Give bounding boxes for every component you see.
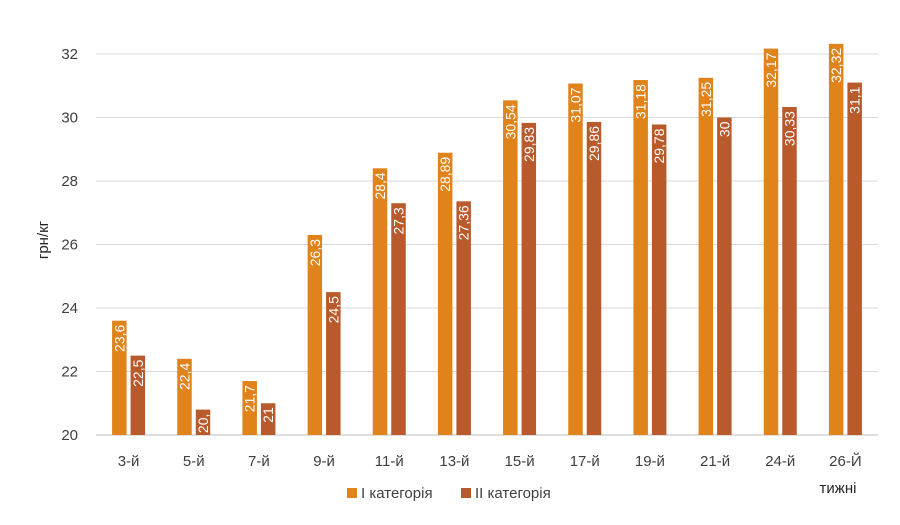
x-tick-label: 15-й: [505, 453, 535, 470]
x-tick-label: 17-й: [570, 453, 600, 470]
legend-label-category-2: ІІ категорія: [475, 485, 551, 502]
data-label: 26,3: [307, 239, 323, 266]
data-label: 30,54: [502, 104, 518, 139]
data-label: 21: [260, 407, 276, 423]
data-label: 22,5: [130, 359, 146, 386]
x-tick-label: 3-й: [118, 453, 140, 470]
data-label: 31,1: [847, 86, 863, 113]
bar-category-2: [717, 117, 732, 435]
data-label: 31,18: [633, 84, 649, 119]
bar-category-2: [260, 403, 276, 435]
legend: І категорія ІІ категорія: [347, 485, 551, 502]
bar-category-2: [847, 82, 862, 435]
data-label: 24,5: [325, 296, 341, 323]
bar-category-2: [651, 124, 667, 436]
legend-label-category-1: І категорія: [361, 485, 433, 502]
bar-category-2: [456, 201, 471, 435]
bar-category-1: [372, 168, 388, 436]
x-tick-label: 26-Й: [829, 452, 861, 470]
x-tick-label: 11-й: [375, 453, 404, 470]
legend-swatch-category-1: [347, 488, 357, 498]
data-label: 29,86: [586, 126, 602, 161]
data-labels: 23,622,5 22,4 20, 21,721 26,3 24,5 28,427,3 28,…: [111, 48, 862, 433]
data-label: 28,4: [372, 172, 388, 199]
bar-category-1: [177, 358, 192, 435]
data-label: 22,4: [177, 363, 193, 390]
bar-category-1: [698, 77, 714, 435]
data-label: 32,17: [763, 52, 779, 87]
x-tick-label: 9-й: [313, 453, 335, 470]
bar-category-2: [391, 203, 406, 435]
y-tick-label: 32: [61, 46, 78, 63]
y-tick-label: 26: [61, 237, 78, 254]
x-tick-label: 19-й: [635, 453, 665, 470]
y-tick-label: 30: [61, 110, 78, 127]
y-tick-label: 22: [61, 364, 78, 381]
data-label: 20,: [195, 414, 211, 433]
x-axis-ticks: 3-й 5-й 7-й 9-й 11-й 13-й 15-й 17-й 19-й 21-й 24-й…: [118, 452, 862, 470]
legend-swatch-category-2: [461, 488, 471, 498]
bar-category-2: [195, 409, 211, 435]
data-label: 23,6: [111, 324, 127, 351]
data-label: 30: [716, 121, 732, 137]
data-label: 32,32: [828, 48, 844, 83]
bar-category-1: [437, 152, 453, 435]
data-label: 27,36: [456, 205, 472, 240]
bar-category-1: [828, 43, 844, 436]
bars: [112, 43, 862, 436]
bar-category-2: [521, 122, 537, 436]
data-label: 21,7: [242, 385, 258, 412]
bar-category-2: [586, 121, 602, 435]
bar-category-1: [242, 381, 257, 435]
x-axis-title: тижні: [820, 480, 857, 497]
y-axis-title: грн/кг: [35, 220, 52, 259]
bar-category-1: [112, 320, 127, 435]
data-label: 31,07: [568, 87, 584, 122]
bar-category-1: [763, 48, 779, 435]
data-label: 29,83: [521, 127, 537, 162]
data-label: 29,78: [651, 128, 667, 163]
gridlines: [96, 53, 878, 436]
data-label: 27,3: [391, 207, 407, 234]
y-axis-ticks: 20 22 24 26 28 30 32: [61, 46, 78, 444]
data-label: 31,25: [698, 82, 714, 117]
bar-category-2: [130, 355, 146, 435]
bar-category-2: [326, 292, 341, 435]
x-tick-label: 24-й: [765, 453, 795, 470]
y-tick-label: 24: [61, 300, 78, 317]
x-tick-label: 21-й: [700, 453, 730, 470]
bar-category-2: [782, 107, 797, 436]
x-tick-label: 7-й: [248, 453, 270, 470]
bar-category-1: [633, 80, 648, 435]
bar-category-1: [568, 83, 583, 435]
data-label: 30,33: [782, 111, 798, 146]
x-tick-label: 13-й: [439, 453, 469, 470]
data-label: 28,89: [437, 157, 453, 192]
bar-category-1: [503, 100, 518, 435]
y-tick-label: 20: [61, 427, 78, 444]
y-tick-label: 28: [61, 173, 78, 190]
x-tick-label: 5-й: [183, 453, 205, 470]
bar-category-1: [307, 234, 323, 435]
